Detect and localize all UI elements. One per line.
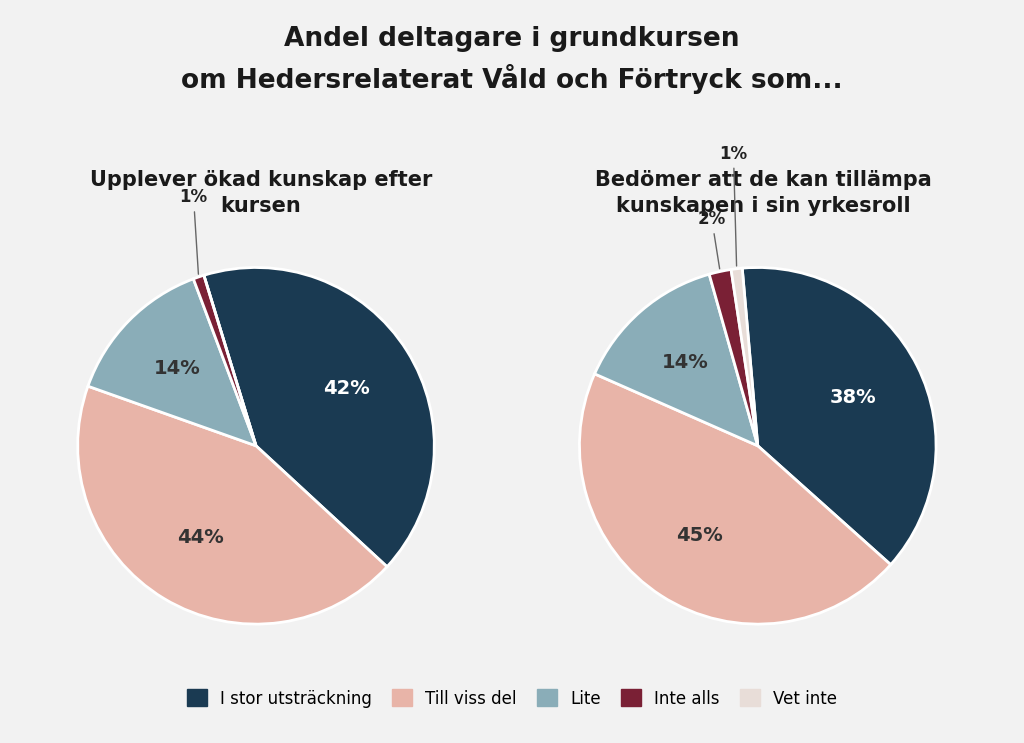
Text: 2%: 2%	[697, 210, 726, 269]
Text: 45%: 45%	[677, 526, 723, 545]
Text: 14%: 14%	[154, 359, 201, 378]
Text: 14%: 14%	[662, 353, 709, 372]
Wedge shape	[731, 268, 758, 446]
Text: Andel deltagare i grundkursen
om Hedersrelaterat Våld och Förtryck som...: Andel deltagare i grundkursen om Hedersr…	[181, 26, 843, 94]
Wedge shape	[742, 267, 936, 565]
Text: 1%: 1%	[720, 145, 748, 266]
Text: 1%: 1%	[179, 188, 208, 274]
Wedge shape	[580, 374, 891, 624]
Wedge shape	[194, 275, 256, 446]
Wedge shape	[595, 274, 758, 446]
Legend: I stor utsträckning, Till viss del, Lite, Inte alls, Vet inte: I stor utsträckning, Till viss del, Lite…	[187, 690, 837, 707]
Text: 44%: 44%	[177, 528, 224, 547]
Wedge shape	[88, 279, 256, 446]
Text: Bedömer att de kan tillämpa
kunskapen i sin yrkesroll: Bedömer att de kan tillämpa kunskapen i …	[595, 170, 931, 216]
Wedge shape	[204, 275, 256, 446]
Wedge shape	[78, 386, 387, 624]
Text: 42%: 42%	[324, 380, 370, 398]
Wedge shape	[710, 270, 758, 446]
Text: 38%: 38%	[830, 389, 877, 407]
Wedge shape	[204, 267, 434, 567]
Text: Upplever ökad kunskap efter
kursen: Upplever ökad kunskap efter kursen	[90, 170, 432, 216]
